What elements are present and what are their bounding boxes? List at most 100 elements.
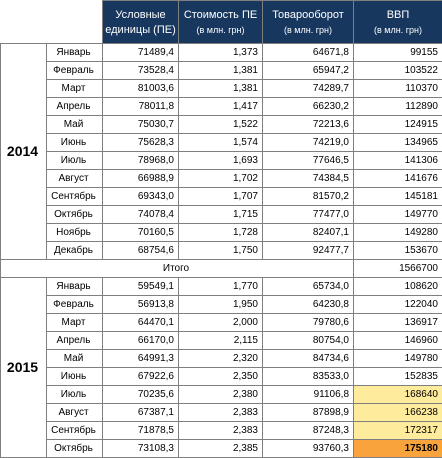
turnover-cell: 93760,3	[263, 440, 354, 458]
gdp-cell: 149770	[354, 206, 442, 224]
cost-cell: 1,750	[179, 242, 263, 260]
month-cell: Июль	[47, 386, 103, 404]
gdp-cell: 152835	[354, 368, 442, 386]
cost-cell: 1,770	[179, 278, 263, 296]
cost-cell: 1,574	[179, 134, 263, 152]
turnover-cell: 79780,6	[263, 314, 354, 332]
gdp-cell: 141306	[354, 152, 442, 170]
cost-cell: 1,417	[179, 98, 263, 116]
month-cell: Февраль	[47, 296, 103, 314]
header-gdp-line1: ВВП	[387, 9, 410, 21]
units-cell: 78968,0	[103, 152, 179, 170]
gdp-cell: 136917	[354, 314, 442, 332]
month-cell: Июль	[47, 152, 103, 170]
month-cell: Октябрь	[47, 440, 103, 458]
gdp-cell: 168640	[354, 386, 442, 404]
turnover-cell: 72213,6	[263, 116, 354, 134]
gdp-cell: 110370	[354, 80, 442, 98]
year-label: 2015	[1, 278, 47, 458]
units-cell: 69343,0	[103, 188, 179, 206]
month-cell: Сентябрь	[47, 422, 103, 440]
cost-cell: 2,383	[179, 422, 263, 440]
turnover-cell: 64230,8	[263, 296, 354, 314]
units-cell: 78011,8	[103, 98, 179, 116]
gdp-cell: 141676	[354, 170, 442, 188]
cost-cell: 1,715	[179, 206, 263, 224]
turnover-cell: 82407,1	[263, 224, 354, 242]
turnover-cell: 65734,0	[263, 278, 354, 296]
cost-cell: 1,728	[179, 224, 263, 242]
month-cell: Июнь	[47, 134, 103, 152]
month-cell: Январь	[47, 44, 103, 62]
month-cell: Октябрь	[47, 206, 103, 224]
cost-cell: 2,385	[179, 440, 263, 458]
gdp-cell: 108620	[354, 278, 442, 296]
month-cell: Июнь	[47, 368, 103, 386]
month-cell: Август	[47, 170, 103, 188]
units-cell: 81003,6	[103, 80, 179, 98]
gdp-cell: 112890	[354, 98, 442, 116]
turnover-cell: 92477,7	[263, 242, 354, 260]
units-cell: 73108,3	[103, 440, 179, 458]
cost-cell: 2,380	[179, 386, 263, 404]
turnover-cell: 65947,2	[263, 62, 354, 80]
month-cell: Август	[47, 404, 103, 422]
cost-cell: 1,707	[179, 188, 263, 206]
header-gdp: ВВП(в млн. грн)	[354, 1, 442, 44]
turnover-cell: 74289,7	[263, 80, 354, 98]
total-value: 1566700	[354, 260, 442, 278]
turnover-cell: 83533,0	[263, 368, 354, 386]
gdp-cell: 149280	[354, 224, 442, 242]
units-cell: 66988,9	[103, 170, 179, 188]
units-cell: 66170,0	[103, 332, 179, 350]
cost-cell: 2,000	[179, 314, 263, 332]
month-cell: Сентябрь	[47, 188, 103, 206]
corner-cell-2	[47, 1, 103, 44]
turnover-cell: 77646,5	[263, 152, 354, 170]
units-cell: 64470,1	[103, 314, 179, 332]
month-cell: Декабрь	[47, 242, 103, 260]
year-label: 2014	[1, 44, 47, 260]
month-cell: Февраль	[47, 62, 103, 80]
cost-cell: 1,522	[179, 116, 263, 134]
gdp-cell: 145181	[354, 188, 442, 206]
turnover-cell: 81570,2	[263, 188, 354, 206]
units-cell: 70160,5	[103, 224, 179, 242]
gdp-cell: 134965	[354, 134, 442, 152]
gdp-cell: 175180	[354, 440, 442, 458]
month-cell: Апрель	[47, 98, 103, 116]
month-cell: Апрель	[47, 332, 103, 350]
header-cost-line1: Стоимость ПЕ	[184, 9, 257, 21]
gdp-cell: 153670	[354, 242, 442, 260]
units-cell: 73528,4	[103, 62, 179, 80]
units-cell: 56913,8	[103, 296, 179, 314]
units-cell: 75030,7	[103, 116, 179, 134]
units-cell: 75628,3	[103, 134, 179, 152]
cost-cell: 1,702	[179, 170, 263, 188]
cost-cell: 2,115	[179, 332, 263, 350]
cost-cell: 1,373	[179, 44, 263, 62]
turnover-cell: 64671,8	[263, 44, 354, 62]
gdp-cell: 124915	[354, 116, 442, 134]
month-cell: Май	[47, 116, 103, 134]
gdp-cell: 122040	[354, 296, 442, 314]
